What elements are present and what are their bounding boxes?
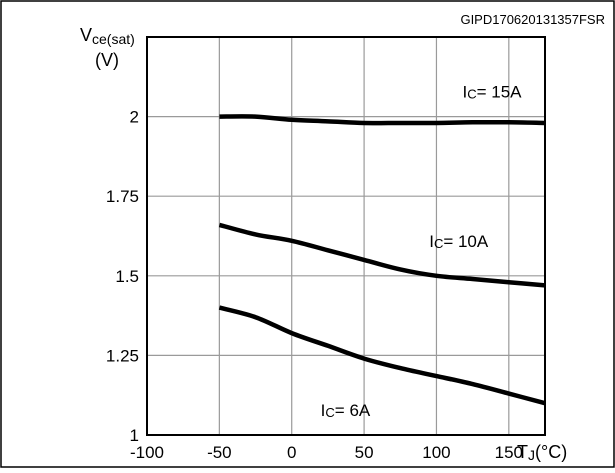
series-line [218, 305, 546, 406]
series-label-value: = 10A [443, 232, 489, 251]
x-tick-label: 0 [287, 443, 296, 462]
series-label-value: = 6A [335, 401, 371, 420]
x-tick-label: 100 [422, 443, 450, 462]
x-tick-label: -50 [207, 443, 232, 462]
x-tick-label: 150 [495, 443, 523, 462]
series-label: IC= 10A [429, 232, 489, 251]
y-tick-label: 1.25 [106, 346, 139, 365]
series-label-subscript: C [434, 236, 443, 251]
series-line [218, 222, 546, 288]
series-label: IC= 6A [321, 401, 371, 420]
x-axis-title: TJ(°C) [517, 442, 567, 463]
y-tick-label: 1.5 [115, 267, 139, 286]
y-axis-title: Vce(sat) [80, 25, 135, 47]
series-label-subscript: C [325, 405, 334, 420]
y-tick-label: 2 [130, 108, 139, 127]
y-tick-label: 1 [130, 426, 139, 445]
y-axis-subscript: ce(sat) [92, 31, 135, 47]
x-axis-unit: (°C) [535, 442, 567, 462]
series-label-symbol: I [463, 82, 468, 101]
x-tick-label: 50 [355, 443, 374, 462]
series-label: IC= 15A [463, 82, 523, 101]
series-label-value: = 15A [477, 82, 523, 101]
series-line [219, 114, 546, 126]
plot-area-border [146, 36, 546, 436]
series-label-symbol: I [429, 232, 434, 251]
figure-id: GIPD170620131357FSR [460, 12, 605, 27]
y-tick-label: 1.75 [106, 187, 139, 206]
y-tick-labels: 1 1.25 1.5 1.75 2 [106, 108, 139, 445]
y-axis-unit: (V) [95, 50, 119, 70]
x-tick-labels: -100 -50 0 50 100 150 [130, 443, 523, 462]
series-label-subscript: C [467, 86, 476, 101]
x-tick-label: -100 [130, 443, 164, 462]
x-axis-symbol: T [517, 442, 528, 462]
series-label-symbol: I [321, 401, 326, 420]
y-axis-symbol: V [80, 25, 92, 45]
grid-lines [147, 37, 545, 435]
x-axis-subscript: J [528, 447, 535, 463]
